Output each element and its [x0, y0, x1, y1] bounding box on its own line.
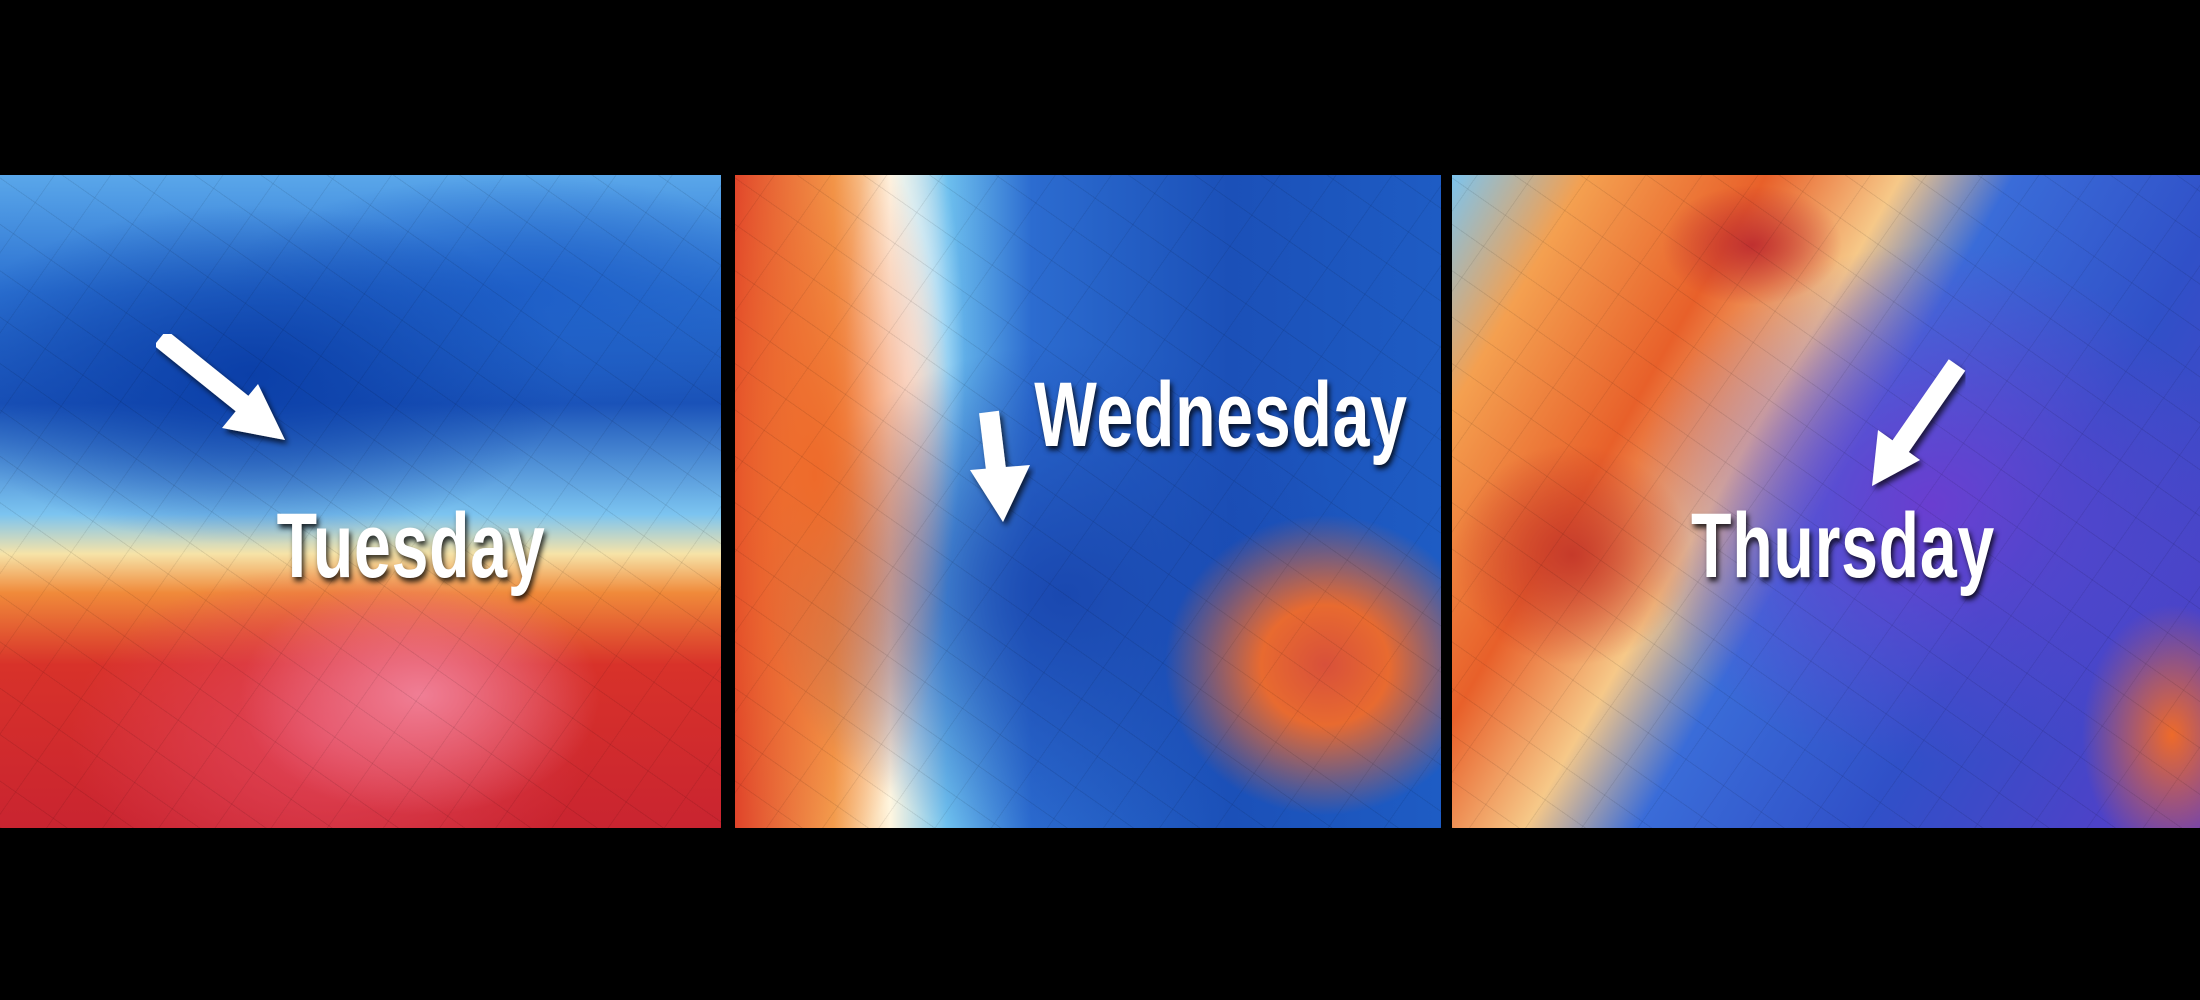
arrow-icon-tuesday: [153, 329, 285, 440]
day-label-wednesday: Wednesday: [1034, 364, 1408, 466]
map-panel-tuesday: [0, 175, 721, 828]
day-label-thursday: Thursday: [1691, 495, 1995, 597]
map-borders: [735, 175, 1441, 828]
day-label-tuesday: Tuesday: [276, 495, 546, 597]
map-borders: [0, 175, 721, 828]
arrow-icon-wednesday: [970, 410, 1030, 522]
map-panel-wednesday: [735, 175, 1441, 828]
map-borders: [1452, 175, 2200, 828]
map-panel-thursday: [1452, 175, 2200, 828]
arrow-icon-thursday: [1872, 359, 1966, 486]
